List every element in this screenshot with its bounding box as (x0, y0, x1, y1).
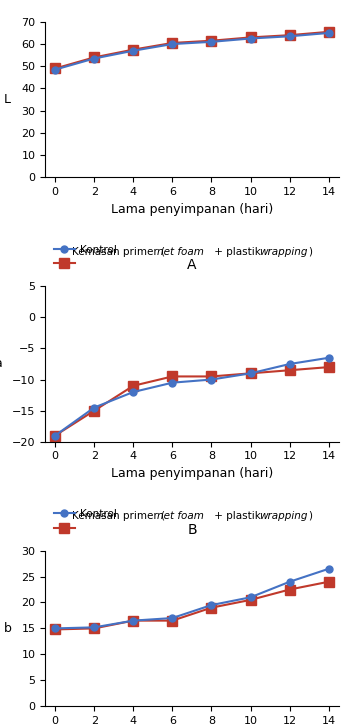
Text: Kemasan primer (: Kemasan primer ( (72, 247, 165, 256)
X-axis label: Lama penyimpanan (hari): Lama penyimpanan (hari) (111, 467, 273, 480)
Text: net foam: net foam (157, 247, 204, 256)
X-axis label: Lama penyimpanan (hari): Lama penyimpanan (hari) (111, 202, 273, 215)
Text: wrapping: wrapping (259, 247, 308, 256)
Y-axis label: a: a (0, 357, 2, 371)
Legend: Kontrol, : Kontrol, (51, 242, 120, 272)
Y-axis label: L: L (4, 93, 11, 106)
Text: A: A (187, 258, 197, 272)
Text: wrapping: wrapping (259, 511, 308, 521)
Text: B: B (187, 523, 197, 537)
Text: net foam: net foam (157, 511, 204, 521)
Text: ): ) (308, 511, 312, 521)
Text: + plastik: + plastik (211, 511, 264, 521)
Text: ): ) (308, 247, 312, 256)
Legend: Kontrol, : Kontrol, (51, 506, 120, 537)
Y-axis label: b: b (4, 622, 12, 635)
Text: Kemasan primer (: Kemasan primer ( (72, 511, 165, 521)
Text: + plastik: + plastik (211, 247, 264, 256)
